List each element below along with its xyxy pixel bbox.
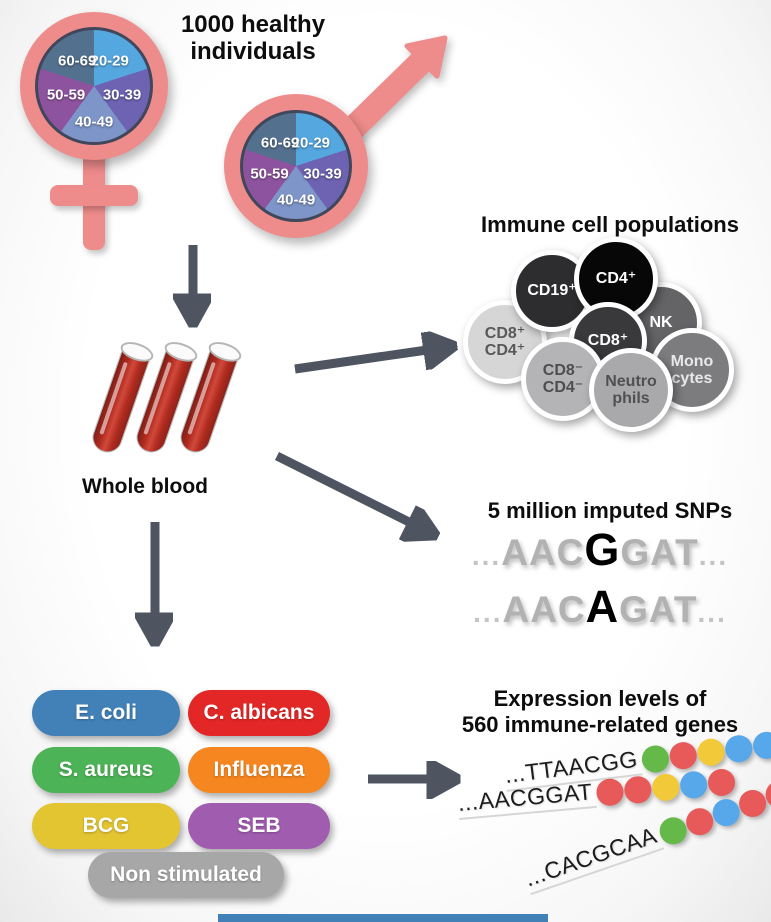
stimulus-label: BCG — [82, 814, 130, 837]
arrow-blood-to-snps — [274, 451, 411, 523]
female-symbol-icon: 20-29 30-39 40-49 50-59 60-69 — [20, 12, 168, 252]
male-age-pie: 20-29 30-39 40-49 50-59 60-69 — [240, 110, 352, 222]
snp-ellipsis: ... — [471, 540, 502, 571]
snps-title: 5 million imputed SNPs — [487, 498, 733, 523]
pie-label-20-29: 20-29 — [90, 52, 129, 70]
stimulus-influenza: Influenza — [188, 747, 330, 793]
snp-sequence-row: ...AACAGAT... — [430, 584, 770, 640]
expression-dot-icon — [751, 729, 771, 760]
snp-seq-pre: AAC — [502, 589, 586, 630]
cell-label: CD8⁺ CD4⁺ — [484, 324, 526, 359]
cell-label: Neutro phils — [605, 372, 657, 407]
expression-sequence: ...CACGCAA — [521, 820, 665, 896]
expression-dot-icon — [708, 795, 744, 830]
pie-label-60-69: 60-69 — [260, 134, 300, 152]
pie-label-30-39: 30-39 — [303, 165, 342, 183]
expression-dot-icon — [667, 740, 698, 771]
whole-blood-label: Whole blood — [82, 475, 208, 498]
expression-dot-icon — [706, 767, 737, 797]
cell-label: CD8⁻ CD4⁻ — [542, 361, 584, 396]
stimulus-label: Influenza — [213, 758, 305, 781]
main-title-line2: individuals — [190, 37, 316, 65]
female-age-pie: 20-29 30-39 40-49 50-59 60-69 — [35, 27, 153, 145]
cell-cd8neg-cd4neg: CD8⁻ CD4⁻ — [521, 337, 605, 421]
snp-ellipsis: ... — [473, 597, 503, 628]
immune-cells-title: Immune cell populations — [481, 212, 739, 237]
expression-dot-icon — [639, 743, 671, 774]
female-cross-bar — [50, 185, 138, 206]
snp-variant-allele: A — [585, 581, 620, 632]
cell-label: CD19⁺ — [527, 282, 577, 300]
expression-dot-icon — [735, 785, 770, 821]
stimulus-c-albicans: C. albicans — [188, 690, 330, 736]
expression-dot-icon — [723, 733, 754, 764]
expression-dot-icon — [595, 777, 625, 807]
stimulus-e-coli: E. coli — [32, 690, 180, 736]
stimulus-label: S. aureus — [58, 758, 154, 781]
stimulus-s-aureus: S. aureus — [32, 747, 180, 793]
snp-ellipsis: ... — [698, 540, 729, 571]
stimulus-seb: SEB — [188, 803, 330, 849]
cell-label: Mono cytes — [670, 352, 714, 387]
expression-dot-icon — [623, 774, 653, 804]
pie-label-50-59: 50-59 — [46, 86, 86, 104]
stimulus-label: E. coli — [75, 701, 137, 724]
pie-label-40-49: 40-49 — [74, 113, 114, 131]
expression-dot-icon — [695, 736, 726, 767]
snp-seq-pre: AAC — [501, 532, 585, 573]
snp-ellipsis: ... — [697, 597, 727, 628]
stimulus-label: Non stimulated — [110, 863, 262, 886]
snp-sequence-row: ...AACGGAT... — [430, 527, 770, 583]
cell-label: NK — [649, 314, 673, 332]
pie-label-60-69: 60-69 — [58, 52, 97, 70]
pie-label-40-49: 40-49 — [276, 191, 316, 209]
arrow-blood-to-cells — [294, 350, 427, 374]
pie-label-20-29: 20-29 — [291, 134, 331, 152]
expression-sequence: ...AACGGAT — [456, 778, 597, 820]
bottom-cropped-bar — [218, 914, 548, 922]
snp-sequences: ...AACGGAT... ...AACAGAT... — [430, 527, 770, 640]
pie-label-30-39: 30-39 — [102, 86, 142, 104]
male-symbol-icon: 20-29 30-39 40-49 50-59 60-69 — [224, 35, 448, 238]
stimulus-non-stimulated: Non stimulated — [88, 852, 284, 898]
cell-label: CD4⁺ — [595, 270, 637, 288]
stimulus-label: C. albicans — [203, 701, 315, 724]
expression-dot-icon — [651, 772, 681, 802]
snp-variant-allele: G — [584, 524, 621, 575]
cell-neutrophils: Neutro phils — [589, 348, 673, 432]
main-title: 1000 healthy individuals — [148, 11, 358, 66]
expression-dot-icon — [678, 769, 709, 800]
expression-title: Expression levels of 560 immune-related … — [430, 686, 770, 739]
pie-label-50-59: 50-59 — [250, 165, 289, 183]
cell-label: CD8⁺ — [587, 332, 629, 350]
snp-seq-post: GAT — [620, 532, 699, 573]
expression-title-line1: Expression levels of — [493, 686, 707, 711]
snp-seq-post: GAT — [619, 589, 698, 630]
stimulus-bcg: BCG — [32, 803, 180, 849]
stimulus-label: SEB — [237, 814, 281, 837]
main-title-line1: 1000 healthy — [180, 11, 326, 38]
expression-dot-icon — [682, 804, 717, 839]
expression-title-line2: 560 immune-related genes — [461, 712, 739, 738]
